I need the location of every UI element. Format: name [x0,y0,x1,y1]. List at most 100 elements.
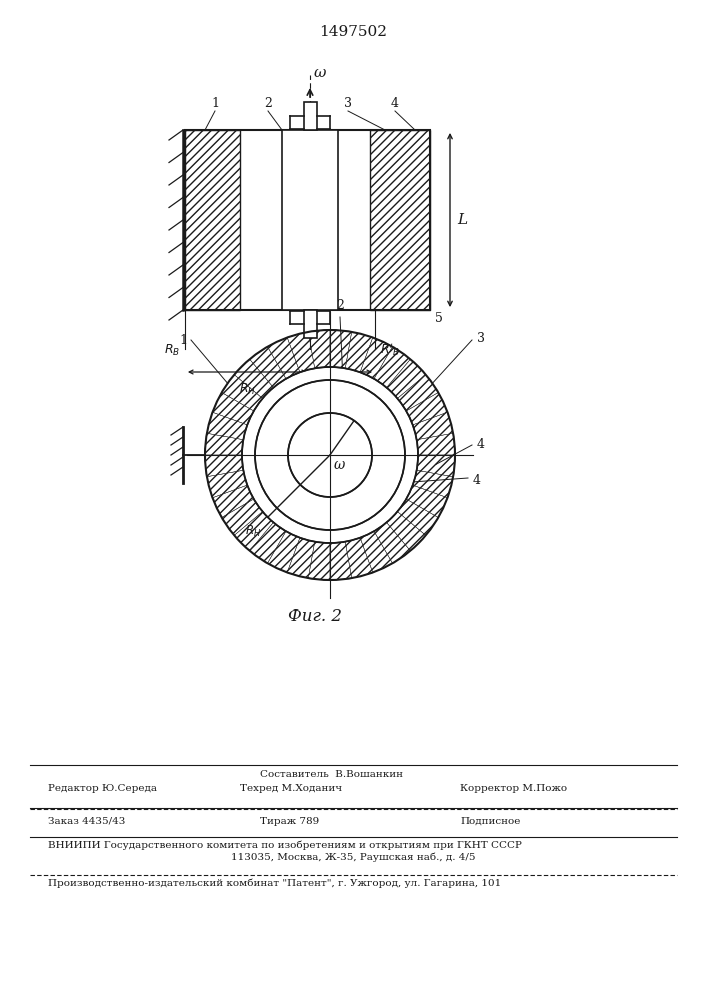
Wedge shape [282,390,309,423]
Wedge shape [357,398,387,428]
Wedge shape [416,455,455,477]
Wedge shape [255,455,288,468]
Wedge shape [362,476,395,503]
Wedge shape [267,531,300,572]
Wedge shape [256,429,291,448]
Bar [303,102,317,130]
Text: 1497502: 1497502 [319,25,387,39]
Wedge shape [222,375,262,411]
Wedge shape [222,499,262,535]
Circle shape [255,380,405,530]
Text: 3: 3 [477,332,485,344]
Circle shape [288,413,372,497]
Wedge shape [371,455,405,468]
Wedge shape [287,332,315,372]
Wedge shape [205,433,243,455]
Wedge shape [205,455,243,477]
Wedge shape [330,330,351,368]
Bar [282,130,338,310]
Wedge shape [371,442,405,455]
Wedge shape [374,347,410,388]
Wedge shape [370,429,404,448]
Wedge shape [256,462,291,481]
Wedge shape [293,385,315,419]
Wedge shape [351,390,378,423]
Text: $R_B$: $R_B$ [164,342,180,358]
Wedge shape [265,476,298,503]
Wedge shape [255,442,288,455]
Wedge shape [344,385,368,419]
Wedge shape [362,407,395,434]
Wedge shape [387,512,426,551]
Wedge shape [293,491,315,525]
Wedge shape [330,542,351,580]
Bar [303,310,317,338]
Text: Производственно-издательский комбинат "Патент", г. Ужгород, ул. Гагарина, 101: Производственно-издательский комбинат "П… [48,879,501,888]
Text: 2: 2 [336,299,344,312]
Wedge shape [259,418,293,441]
Wedge shape [366,418,400,441]
Wedge shape [407,392,448,425]
Wedge shape [344,491,368,525]
Wedge shape [345,332,373,372]
Bar [185,130,430,310]
Wedge shape [308,542,330,580]
Text: Корректор М.Пожо: Корректор М.Пожо [460,784,567,793]
Text: L: L [457,213,467,227]
Text: $R_H$: $R_H$ [239,382,256,397]
Wedge shape [287,538,315,578]
Wedge shape [207,412,247,440]
Text: 2: 2 [264,97,272,110]
Wedge shape [259,469,293,492]
Wedge shape [397,375,438,411]
Text: Подписное: Подписное [460,817,520,826]
Wedge shape [337,381,356,416]
Wedge shape [265,407,298,434]
Text: Редактор Ю.Середа: Редактор Ю.Середа [48,784,157,793]
Wedge shape [267,338,300,379]
Wedge shape [374,522,410,563]
Wedge shape [250,522,286,563]
Wedge shape [317,496,330,530]
Wedge shape [272,482,303,512]
Text: Фиг.1: Фиг.1 [286,390,334,407]
Text: 3: 3 [344,97,352,110]
Wedge shape [366,469,400,493]
Wedge shape [213,485,254,518]
Wedge shape [213,392,254,425]
Text: 4: 4 [391,97,399,110]
Wedge shape [330,380,343,414]
Text: ω: ω [314,66,327,80]
Wedge shape [250,347,286,388]
Wedge shape [413,470,453,498]
Wedge shape [413,412,453,440]
Text: $R'_B$: $R'_B$ [380,342,400,358]
Wedge shape [416,433,455,455]
Bar [185,130,240,310]
Text: 113035, Москва, Ж-35, Раушская наб., д. 4/5: 113035, Москва, Ж-35, Раушская наб., д. … [230,853,475,862]
Text: 5: 5 [435,312,443,325]
Wedge shape [407,485,448,518]
Wedge shape [234,359,274,398]
Text: ВНИИПИ Государственного комитета по изобретениям и открытиям при ГКНТ СССР: ВНИИПИ Государственного комитета по изоб… [48,841,522,850]
Text: Заказ 4435/43: Заказ 4435/43 [48,817,125,826]
Wedge shape [370,462,404,481]
Text: Тираж 789: Тираж 789 [260,817,320,826]
Wedge shape [272,398,303,428]
Wedge shape [308,330,330,368]
Wedge shape [317,380,330,414]
Wedge shape [345,538,373,578]
Text: $R'_H$: $R'_H$ [332,382,353,399]
Text: Фиг. 2: Фиг. 2 [288,608,342,625]
Text: 1: 1 [179,334,187,347]
Text: 4: 4 [473,474,481,487]
Text: $R_H$: $R_H$ [245,524,261,539]
Wedge shape [304,381,322,416]
Wedge shape [357,482,387,512]
Wedge shape [387,359,426,398]
Wedge shape [397,499,438,535]
Text: Техред М.Ходанич: Техред М.Ходанич [240,784,342,793]
Bar [370,130,430,310]
Text: $R_B$: $R_B$ [355,400,370,415]
Text: Составитель  В.Вошанкин: Составитель В.Вошанкин [260,770,403,779]
